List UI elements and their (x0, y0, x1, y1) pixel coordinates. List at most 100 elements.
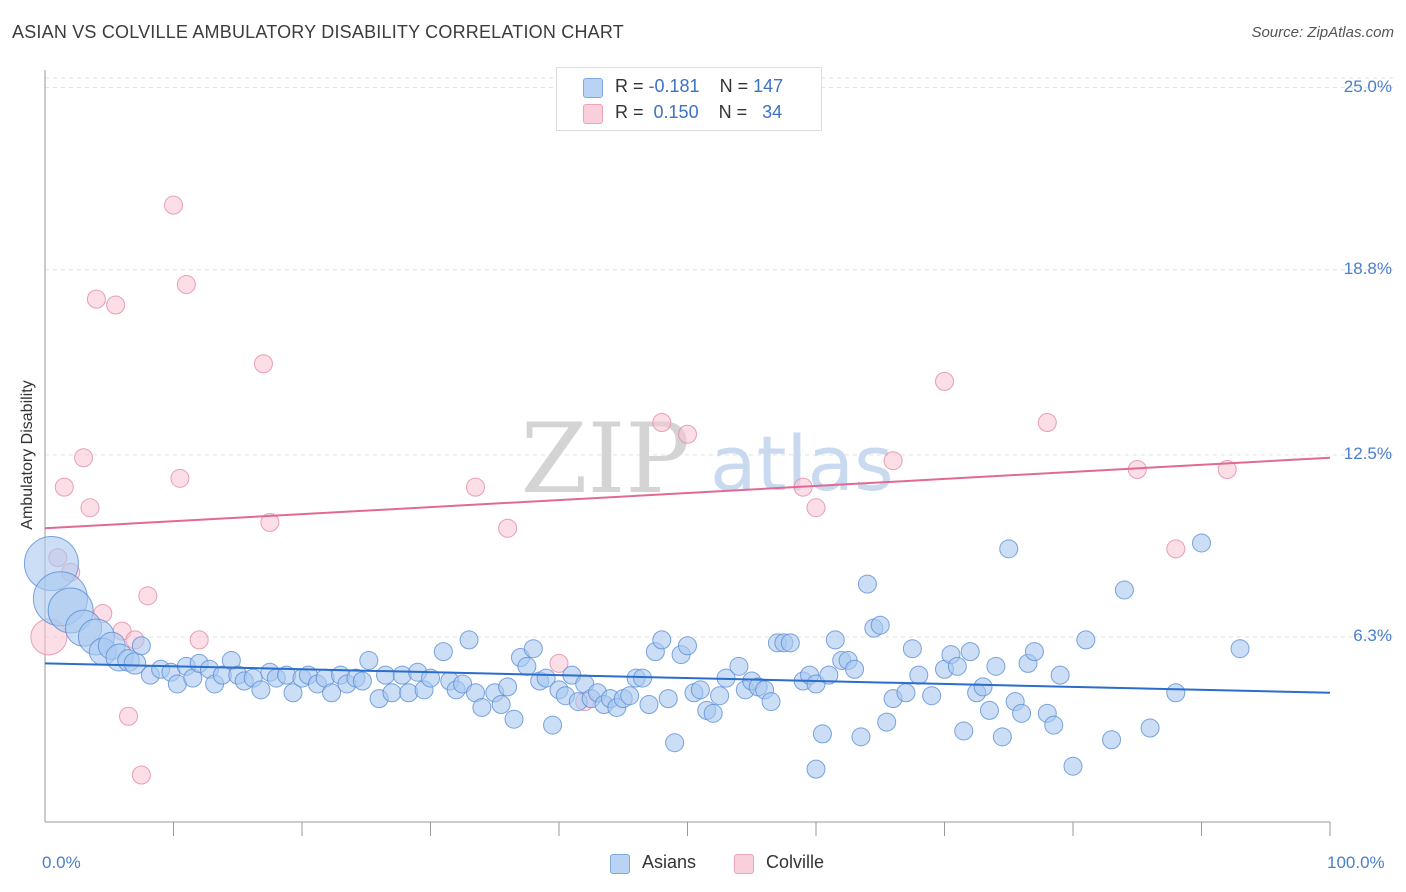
colville-point (176, 274, 196, 294)
asians-point (459, 630, 479, 650)
gridlines (45, 77, 1395, 638)
asians-point (845, 659, 865, 679)
asians-point (359, 650, 379, 670)
colville-point (74, 448, 94, 468)
colville-point (54, 477, 74, 497)
asians-point (352, 671, 372, 691)
asians-point (992, 727, 1012, 747)
colville-point (549, 653, 569, 673)
asians-point (1230, 639, 1250, 659)
colville-point (465, 477, 485, 497)
asians-point (825, 630, 845, 650)
colville-point (86, 289, 106, 309)
colville-point (106, 295, 126, 315)
asians-point (954, 721, 974, 741)
colville-point (678, 424, 697, 444)
asians-point (1192, 533, 1211, 553)
asians-point (498, 677, 518, 697)
asians-point (812, 724, 832, 744)
y-tick-label: 12.5% (1343, 443, 1392, 463)
asians-point (1140, 718, 1160, 738)
asians-point (703, 703, 723, 723)
legend-n-value: 147 (753, 76, 784, 96)
asians-point (819, 665, 839, 685)
asians-point (652, 630, 672, 650)
axes (44, 70, 1331, 836)
asians-point (1050, 665, 1070, 685)
colville-trend-line (44, 456, 1331, 530)
asians-point (729, 656, 749, 676)
asians-point (1063, 756, 1083, 776)
asians-point (947, 656, 967, 676)
asians-point (421, 668, 440, 688)
asians-point (870, 615, 890, 635)
asians-point (504, 709, 524, 729)
asians-point (690, 680, 710, 700)
trend-lines (44, 456, 1331, 694)
source-label: Source: ZipAtlas.com (1251, 24, 1394, 41)
asians-point (665, 733, 685, 753)
asians-point (780, 633, 800, 653)
asians-point (517, 656, 537, 676)
colville-swatch (583, 104, 603, 124)
asians-point (902, 639, 922, 659)
asians-legend-label: Asians (642, 852, 697, 872)
asians-point (376, 665, 396, 685)
asians-point (433, 642, 453, 662)
colville-point (1217, 460, 1237, 479)
colville-point (80, 498, 100, 518)
stats-legend: R = -0.181 N = 147 R = 0.150 N = 34 (556, 67, 822, 131)
colville-point (652, 413, 672, 432)
colville-point (1166, 539, 1186, 559)
asians-point (523, 639, 543, 659)
asians-point (283, 683, 303, 703)
asians-point (1044, 715, 1064, 735)
colville-point (170, 468, 190, 488)
asians-point (806, 759, 826, 779)
colville-point (119, 706, 139, 726)
legend-r-value: 0.150 (653, 102, 699, 122)
asians-point (382, 683, 402, 703)
y-tick-label: 18.8% (1343, 258, 1392, 278)
asians-point (543, 715, 563, 735)
colville-point (1037, 413, 1057, 432)
asians-point (857, 574, 877, 594)
colville-point (260, 512, 280, 532)
colville-point (883, 451, 903, 471)
asians-point (979, 700, 999, 720)
colville-point (498, 518, 518, 538)
asians-point (896, 683, 916, 703)
legend-n-value: 34 (762, 102, 783, 122)
asians-point (761, 692, 781, 712)
y-tick-label: 25.0% (1343, 76, 1392, 96)
colville-point (806, 498, 826, 518)
asians-swatch (583, 78, 603, 98)
asians-point (1076, 630, 1096, 650)
colville-point (164, 195, 183, 215)
asians-point (710, 686, 730, 706)
asians-point (909, 665, 929, 685)
asians-point (986, 656, 1006, 676)
asians-swatch (610, 854, 630, 874)
colville-point (253, 354, 273, 374)
asians-point (1114, 580, 1134, 600)
x-tick-label: 100.0% (1327, 853, 1385, 872)
asians-point (922, 686, 942, 706)
asians-point (1166, 683, 1186, 703)
asians-point (322, 683, 342, 703)
asians-trend-line (44, 662, 1331, 694)
x-tick-label: 0.0% (42, 853, 81, 872)
asians-point (1024, 642, 1044, 662)
legend-r-label: R = (615, 102, 649, 122)
asians-point (251, 680, 271, 700)
legend-n-label: N = (719, 76, 754, 96)
legend-r-value: -0.181 (648, 76, 700, 96)
asians-point (131, 636, 151, 656)
y-tick-label: 6.3% (1353, 625, 1392, 645)
colville-legend-label: Colville (766, 852, 825, 872)
asians-point (392, 665, 412, 685)
colville-point (189, 630, 209, 650)
asians-point (973, 677, 993, 697)
colville-point (138, 586, 158, 606)
asians-point (639, 695, 659, 714)
